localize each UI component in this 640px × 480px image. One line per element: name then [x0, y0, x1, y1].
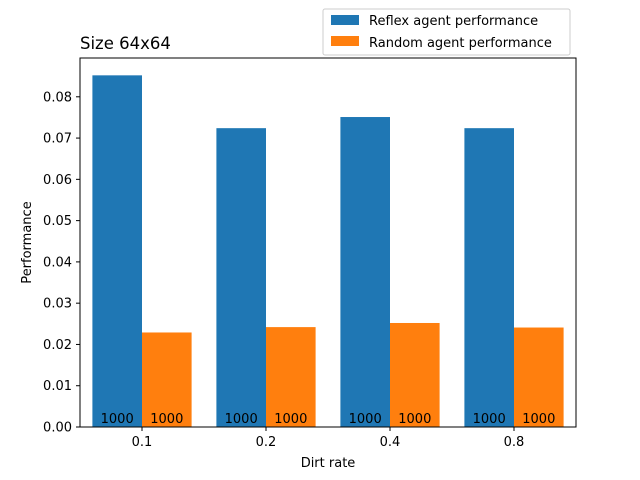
legend-swatch-reflex	[331, 15, 359, 25]
y-tick-label: 0.03	[43, 297, 72, 312]
y-tick-label: 0.05	[43, 214, 72, 229]
y-tick-label: 0.02	[43, 338, 72, 353]
y-tick-label: 0.00	[43, 421, 72, 436]
bar-reflex-0.8	[464, 128, 514, 427]
bar-annotation: 1000	[274, 412, 307, 427]
bar-random-0.4	[390, 322, 440, 427]
chart-title: Size 64x64	[80, 34, 171, 53]
bar-reflex-0.1	[92, 75, 142, 427]
legend-label-random: Random agent performance	[369, 36, 552, 51]
x-tick-label: 0.2	[256, 435, 277, 450]
x-axis-title: Dirt rate	[301, 456, 356, 471]
bar-annotation: 1000	[225, 412, 258, 427]
x-tick-label: 0.8	[504, 435, 525, 450]
bar-annotation: 1000	[522, 412, 555, 427]
y-tick-label: 0.04	[43, 255, 72, 270]
bar-annotation: 1000	[101, 412, 134, 427]
bar-annotation: 1000	[398, 412, 431, 427]
y-tick-label: 0.07	[43, 132, 72, 147]
x-tick-label: 0.1	[132, 435, 153, 450]
legend: Reflex agent performance Random agent pe…	[322, 8, 571, 56]
y-axis-title: Performance	[20, 201, 35, 283]
y-tick-label: 0.08	[43, 90, 72, 105]
bar-random-0.2	[266, 327, 316, 427]
legend-frame	[322, 8, 571, 56]
bar-annotation: 1000	[473, 412, 506, 427]
bars-layer	[92, 75, 564, 427]
bar-annotation: 1000	[150, 412, 183, 427]
bar-reflex-0.4	[340, 117, 390, 427]
bar-random-0.1	[142, 332, 192, 427]
bar-annotation: 1000	[349, 412, 382, 427]
annotations-layer: 1000 1000 1000 1000 1000 1000 1000 1000	[101, 412, 556, 427]
legend-label-reflex: Reflex agent performance	[369, 14, 538, 29]
plot-frame	[79, 57, 577, 428]
x-tick-label: 0.4	[380, 435, 401, 450]
y-axis: 0.00 0.01 0.02 0.03 0.04 0.05 0.06 0.07 0.08	[43, 90, 80, 436]
y-tick-label: 0.06	[43, 173, 72, 188]
bar-random-0.8	[514, 327, 564, 427]
y-tick-label: 0.01	[43, 379, 72, 394]
x-axis: 0.1 0.2 0.4 0.8	[132, 427, 525, 450]
bar-reflex-0.2	[216, 128, 266, 427]
legend-swatch-random	[331, 36, 359, 46]
